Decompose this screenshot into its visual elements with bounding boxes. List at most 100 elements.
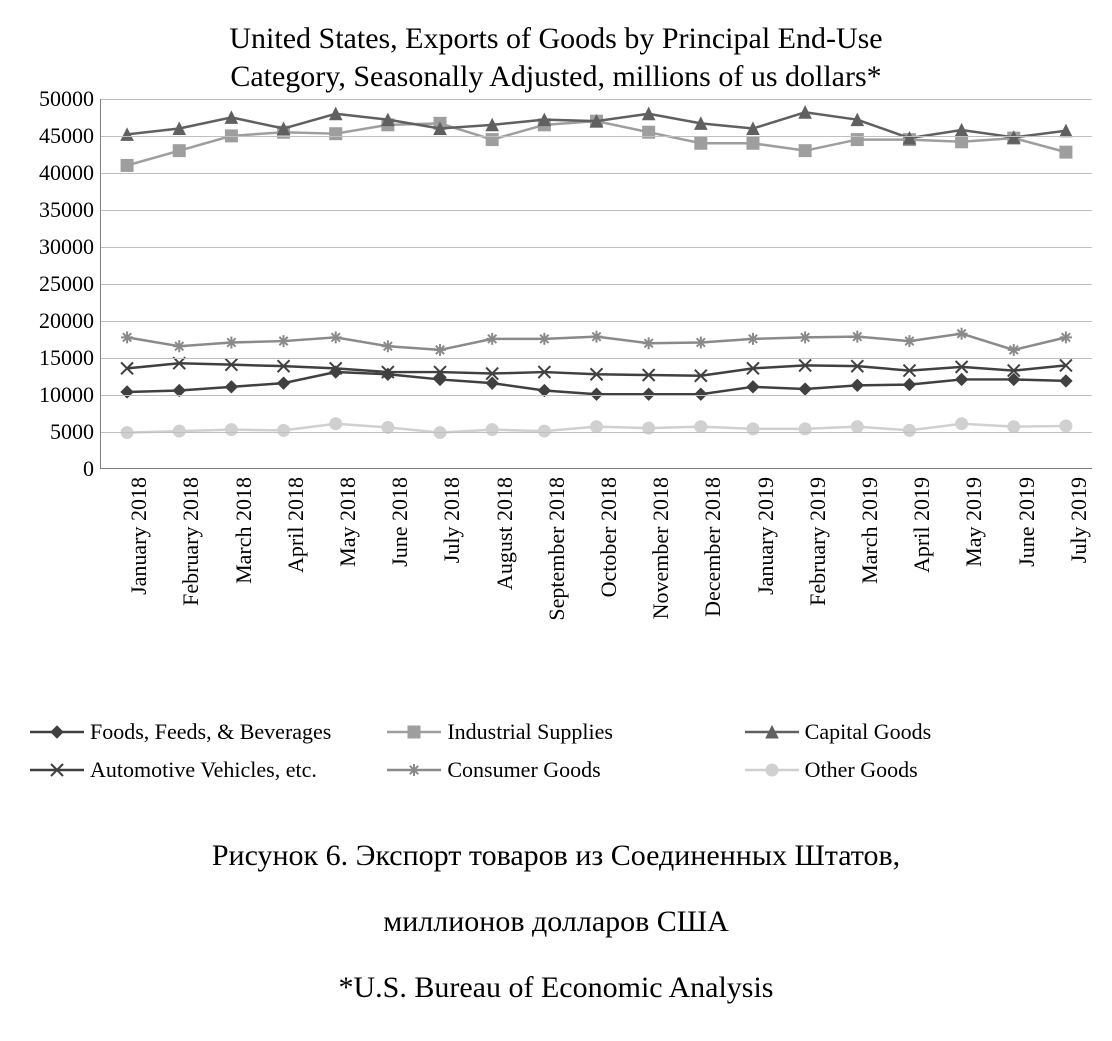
series-marker-other bbox=[851, 421, 863, 433]
series-marker-consumer bbox=[747, 333, 759, 345]
x-tick: February 2019 bbox=[779, 469, 831, 709]
legend-label-capital: Capital Goods bbox=[805, 719, 932, 745]
series-marker-consumer bbox=[121, 331, 133, 343]
legend-item-foods: Foods, Feeds, & Beverages bbox=[30, 719, 367, 745]
series-marker-consumer bbox=[591, 331, 603, 343]
x-tick-label: May 2019 bbox=[961, 477, 987, 567]
y-tick-label: 35000 bbox=[39, 197, 94, 223]
x-tick: December 2018 bbox=[674, 469, 726, 709]
x-tick-label: October 2018 bbox=[596, 477, 622, 597]
series-marker-consumer bbox=[643, 337, 655, 349]
chart-title-line1: United States, Exports of Goods by Princ… bbox=[229, 22, 882, 55]
x-tick-label: April 2019 bbox=[909, 477, 935, 573]
series-marker-foods bbox=[956, 373, 968, 385]
x-tick-label: April 2018 bbox=[283, 477, 309, 573]
x-tick: September 2018 bbox=[518, 469, 570, 709]
x-tick-label: June 2018 bbox=[387, 477, 413, 567]
series-marker-consumer bbox=[956, 328, 968, 340]
legend-item-consumer: Consumer Goods bbox=[387, 757, 724, 783]
gridline bbox=[101, 210, 1092, 211]
x-tick: June 2018 bbox=[361, 469, 413, 709]
x-tick-label: July 2018 bbox=[439, 477, 465, 563]
series-marker-consumer bbox=[538, 333, 550, 345]
gridline bbox=[101, 395, 1092, 396]
series-marker-other bbox=[225, 424, 237, 436]
series-marker-foods bbox=[799, 383, 811, 395]
series-marker-industrial bbox=[695, 137, 707, 149]
series-marker-other bbox=[903, 424, 915, 436]
x-tick-label: January 2019 bbox=[753, 477, 779, 595]
x-tick: January 2019 bbox=[726, 469, 778, 709]
legend: Foods, Feeds, & BeveragesIndustrial Supp… bbox=[20, 719, 1092, 783]
series-marker-other bbox=[747, 423, 759, 435]
x-tick: June 2019 bbox=[987, 469, 1039, 709]
series-marker-foods bbox=[747, 381, 759, 393]
legend-label-auto: Automotive Vehicles, etc. bbox=[90, 757, 317, 783]
x-tick: March 2019 bbox=[831, 469, 883, 709]
gridline bbox=[101, 247, 1092, 248]
x-tick-label: September 2018 bbox=[544, 477, 570, 621]
chart-title: United States, Exports of Goods by Princ… bbox=[20, 20, 1092, 95]
series-marker-foods bbox=[121, 386, 133, 398]
x-tick: November 2018 bbox=[622, 469, 674, 709]
series-marker-industrial bbox=[173, 145, 185, 157]
x-tick: July 2019 bbox=[1040, 469, 1092, 709]
caption-line2: миллионов долларов США bbox=[20, 889, 1092, 955]
exports-chart: United States, Exports of Goods by Princ… bbox=[20, 20, 1092, 1021]
series-marker-foods bbox=[1060, 375, 1072, 387]
x-tick-label: March 2019 bbox=[857, 477, 883, 584]
legend-item-auto: Automotive Vehicles, etc. bbox=[30, 757, 367, 783]
gridline bbox=[101, 136, 1092, 137]
series-marker-foods bbox=[851, 379, 863, 391]
series-marker-other bbox=[591, 421, 603, 433]
y-axis: 0500010000150002000025000300003500040000… bbox=[20, 99, 100, 469]
legend-item-capital: Capital Goods bbox=[745, 719, 1082, 745]
x-tick: March 2018 bbox=[204, 469, 256, 709]
series-marker-foods bbox=[278, 377, 290, 389]
y-tick-label: 0 bbox=[83, 456, 94, 482]
series-marker-consumer bbox=[225, 337, 237, 349]
x-tick: January 2018 bbox=[100, 469, 152, 709]
plot-area: 0500010000150002000025000300003500040000… bbox=[20, 99, 1092, 469]
y-tick-label: 20000 bbox=[39, 308, 94, 334]
series-marker-industrial bbox=[747, 137, 759, 149]
series-marker-foods bbox=[382, 368, 394, 380]
legend-swatch-industrial bbox=[387, 722, 441, 742]
x-tick: April 2018 bbox=[257, 469, 309, 709]
caption-line1: Рисунок 6. Экспорт товаров из Соединенны… bbox=[20, 823, 1092, 889]
x-axis: January 2018 February 2018 March 2018 April… bbox=[100, 469, 1092, 709]
x-tick: October 2018 bbox=[570, 469, 622, 709]
series-marker-industrial bbox=[799, 145, 811, 157]
y-tick-label: 30000 bbox=[39, 234, 94, 260]
x-tick-label: March 2018 bbox=[231, 477, 257, 584]
x-tick-label: August 2018 bbox=[492, 477, 518, 590]
series-marker-industrial bbox=[121, 159, 133, 171]
legend-label-other: Other Goods bbox=[805, 757, 918, 783]
x-tick-label: February 2019 bbox=[805, 477, 831, 606]
x-tick: May 2018 bbox=[309, 469, 361, 709]
series-marker-other bbox=[956, 418, 968, 430]
series-marker-other bbox=[1060, 420, 1072, 432]
series-marker-consumer bbox=[382, 340, 394, 352]
series-marker-foods bbox=[903, 379, 915, 391]
x-tick-label: February 2018 bbox=[178, 477, 204, 606]
series-marker-consumer bbox=[1060, 331, 1072, 343]
x-tick-label: December 2018 bbox=[700, 477, 726, 617]
series-marker-consumer bbox=[851, 331, 863, 343]
y-tick-label: 45000 bbox=[39, 123, 94, 149]
series-marker-other bbox=[278, 424, 290, 436]
plot bbox=[100, 99, 1092, 469]
x-tick: August 2018 bbox=[465, 469, 517, 709]
series-marker-consumer bbox=[173, 340, 185, 352]
series-marker-industrial bbox=[956, 136, 968, 148]
legend-label-foods: Foods, Feeds, & Beverages bbox=[90, 719, 331, 745]
series-marker-consumer bbox=[695, 337, 707, 349]
series-marker-consumer bbox=[434, 344, 446, 356]
series-marker-consumer bbox=[903, 335, 915, 347]
legend-swatch-consumer bbox=[387, 760, 441, 780]
y-tick-label: 10000 bbox=[39, 382, 94, 408]
x-tick-label: July 2019 bbox=[1066, 477, 1092, 563]
x-tick: May 2019 bbox=[935, 469, 987, 709]
gridline bbox=[101, 432, 1092, 433]
x-tick-label: June 2019 bbox=[1014, 477, 1040, 567]
